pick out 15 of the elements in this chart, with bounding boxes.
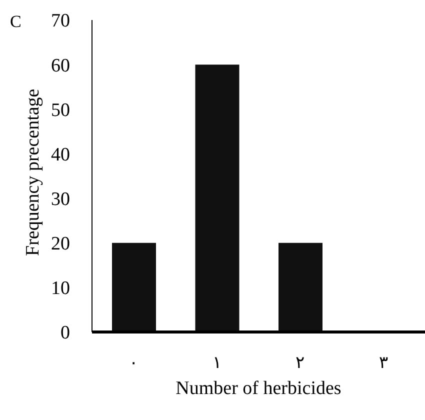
y-axis-title: Frequency precentage xyxy=(22,88,44,256)
y-tick-label: 50 xyxy=(51,100,70,121)
y-tick-label: 0 xyxy=(60,322,70,344)
y-tick-label: 20 xyxy=(51,234,70,255)
text: C xyxy=(10,12,22,32)
y-tick-label: 40 xyxy=(51,144,70,166)
x-axis-title: Number of herbicides xyxy=(176,378,342,399)
x-tick-label: ۰ xyxy=(129,353,138,372)
x-tick-label: ۱ xyxy=(212,353,222,372)
y-tick-label: 30 xyxy=(51,189,70,210)
x-tick-label: ۳ xyxy=(378,353,388,372)
x-tick-label: ۲ xyxy=(296,353,305,372)
y-tick-label: 10 xyxy=(51,278,70,300)
y-tick-label: 70 xyxy=(51,10,70,32)
y-tick-label: 60 xyxy=(51,55,70,76)
